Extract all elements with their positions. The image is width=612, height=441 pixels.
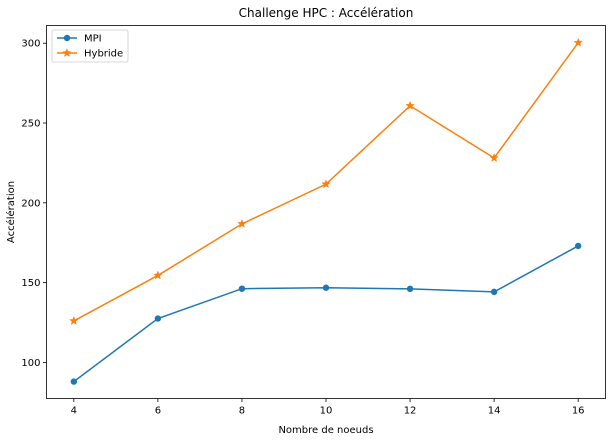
y-tick-label: 200 (21, 198, 40, 209)
legend-marker (62, 47, 72, 58)
legend-item: Hybride (57, 47, 123, 60)
x-tick-label: 4 (71, 406, 77, 417)
x-tick-label: 6 (155, 406, 161, 417)
data-point-mpi (154, 315, 162, 322)
data-point-mpi (70, 378, 78, 385)
data-point-hybride (573, 37, 583, 47)
legend-item: MPI (57, 34, 102, 45)
series-hybride (69, 37, 583, 325)
data-point-hybride (489, 152, 499, 163)
legend: MPI Hybride (51, 29, 129, 63)
y-tick-label: 300 (21, 39, 40, 50)
data-point-mpi (406, 285, 414, 293)
series-mpi (70, 242, 582, 385)
data-point-mpi (322, 284, 330, 291)
chart-title: Challenge HPC : Accélération (239, 6, 414, 20)
legend-label: Hybride (84, 49, 123, 60)
plot-area (46, 25, 606, 399)
y-tick-label: 100 (21, 358, 40, 369)
legend-marker (63, 34, 71, 42)
x-tick-label: 8 (239, 406, 245, 417)
data-point-hybride (321, 179, 331, 189)
x-tick-label: 14 (488, 406, 501, 417)
data-point-hybride (153, 270, 163, 280)
y-tick-label: 150 (21, 278, 40, 289)
data-point-hybride (69, 315, 79, 325)
x-axis-ticks: 4 6 8 10 12 14 16 (71, 398, 585, 417)
data-point-hybride (405, 100, 415, 110)
data-point-mpi (574, 242, 582, 250)
y-tick-label: 250 (21, 119, 40, 130)
data-point-mpi (490, 288, 498, 296)
legend-label: MPI (84, 34, 102, 45)
x-axis-label: Nombre de noeuds (278, 425, 373, 436)
x-tick-label: 12 (404, 406, 417, 417)
y-axis-label: Accélération (5, 181, 17, 243)
x-tick-label: 10 (320, 406, 333, 417)
data-point-mpi (238, 285, 246, 292)
y-axis-ticks: 100 150 200 250 300 (21, 39, 47, 369)
data-point-hybride (237, 218, 247, 228)
series-layer (69, 37, 583, 385)
x-tick-label: 16 (572, 406, 585, 417)
